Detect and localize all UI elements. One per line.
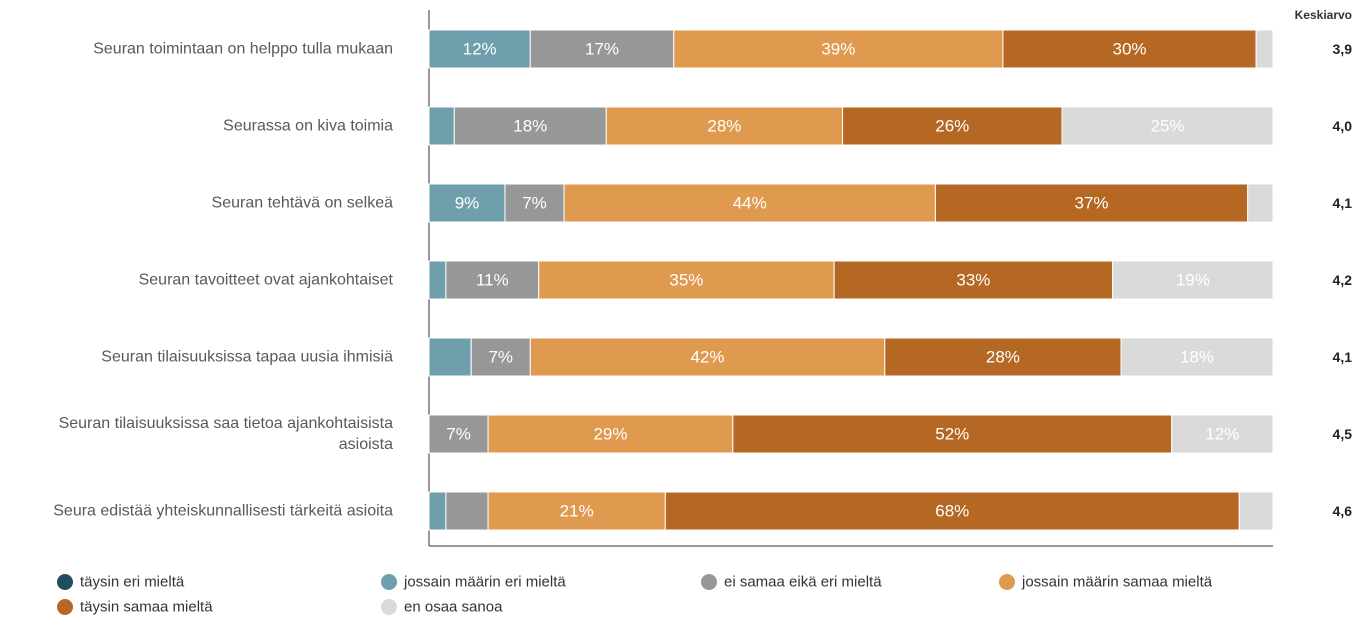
- bar-segment: [428, 414, 489, 454]
- bar-segment: [563, 183, 936, 223]
- average-value: 4,1: [1333, 195, 1353, 211]
- average-column-header: Keskiarvo: [1295, 8, 1352, 22]
- category-label: Seuran tilaisuuksissa saa tietoa ajankoh…: [59, 415, 394, 432]
- data-label: 52%: [935, 425, 969, 444]
- data-label: 18%: [1180, 348, 1214, 367]
- category-label: asioista: [339, 436, 393, 453]
- category-label: Seuran tavoitteet ovat ajankohtaiset: [139, 272, 394, 289]
- data-label: 18%: [513, 117, 547, 136]
- average-value: 4,5: [1333, 426, 1353, 442]
- bar-segment: [1238, 491, 1274, 531]
- data-label: 28%: [707, 117, 741, 136]
- data-label: 7%: [488, 348, 513, 367]
- bar-segment: [1171, 414, 1274, 454]
- bar-segment: [833, 260, 1114, 300]
- average-value: 4,1: [1333, 349, 1353, 365]
- bar-segment: [428, 106, 455, 146]
- data-label: 30%: [1113, 40, 1147, 59]
- data-label: 26%: [935, 117, 969, 136]
- data-label: 19%: [1176, 271, 1210, 290]
- data-label: 39%: [821, 40, 855, 59]
- bar-segment: [1112, 260, 1274, 300]
- data-label: 7%: [522, 194, 547, 213]
- data-label: 17%: [585, 40, 619, 59]
- legend-label: en osaa sanoa: [404, 599, 503, 616]
- data-label: 42%: [691, 348, 725, 367]
- bar-segment: [1247, 183, 1274, 223]
- data-label: 44%: [733, 194, 767, 213]
- legend-marker: [57, 599, 73, 615]
- legend-label: ei samaa eikä eri mieltä: [724, 574, 882, 591]
- data-label: 35%: [669, 271, 703, 290]
- bar-segment: [428, 260, 447, 300]
- bar-segment: [445, 491, 489, 531]
- average-value: 3,9: [1333, 41, 1353, 57]
- data-label: 12%: [1205, 425, 1239, 444]
- category-label: Seura edistää yhteiskunnallisesti tärkei…: [53, 503, 393, 520]
- bar-segment: [673, 29, 1004, 69]
- bar-segment: [487, 414, 734, 454]
- bar-segment: [1120, 337, 1274, 377]
- category-label: Seuran tilaisuuksissa tapaa uusia ihmisi…: [101, 349, 393, 366]
- data-label: 9%: [455, 194, 480, 213]
- bar-segment: [934, 183, 1249, 223]
- category-label: Seurassa on kiva toimia: [223, 118, 393, 135]
- category-label: Seuran tehtävä on selkeä: [212, 195, 394, 212]
- data-label: 37%: [1075, 194, 1109, 213]
- data-label: 68%: [935, 502, 969, 521]
- data-label: 33%: [956, 271, 990, 290]
- category-label: Seuran toimintaan on helppo tulla mukaan: [93, 41, 393, 58]
- data-label: 25%: [1150, 117, 1184, 136]
- legend-label: täysin eri mieltä: [80, 574, 185, 591]
- data-label: 29%: [593, 425, 627, 444]
- bar-segment: [732, 414, 1173, 454]
- bar-segment: [1002, 29, 1257, 69]
- data-label: 28%: [986, 348, 1020, 367]
- legend-marker: [57, 574, 73, 590]
- legend-marker: [381, 574, 397, 590]
- data-label: 7%: [446, 425, 471, 444]
- bar-segment: [605, 106, 844, 146]
- average-value: 4,6: [1333, 503, 1353, 519]
- average-value: 4,0: [1333, 118, 1353, 134]
- bar-segment: [428, 29, 531, 69]
- data-label: 12%: [463, 40, 497, 59]
- bar-segment: [428, 183, 506, 223]
- legend-marker: [999, 574, 1015, 590]
- bar-segment: [538, 260, 835, 300]
- bar-segment: [842, 106, 1063, 146]
- bar-segment: [1255, 29, 1274, 69]
- bar-segment: [664, 491, 1240, 531]
- legend-label: täysin samaa mieltä: [80, 599, 213, 616]
- bar-segment: [529, 29, 675, 69]
- data-label: 21%: [560, 502, 594, 521]
- legend-marker: [701, 574, 717, 590]
- average-value: 4,2: [1333, 272, 1353, 288]
- bar-segment: [529, 337, 886, 377]
- legend-label: jossain määrin eri mieltä: [403, 574, 566, 591]
- bar-segment: [1061, 106, 1274, 146]
- legend-marker: [381, 599, 397, 615]
- bar-segment: [428, 491, 447, 531]
- bar-segment: [428, 337, 472, 377]
- bar-segment: [504, 183, 565, 223]
- data-label: 11%: [476, 271, 509, 290]
- legend-label: jossain määrin samaa mieltä: [1021, 574, 1213, 591]
- bar-segment: [470, 337, 531, 377]
